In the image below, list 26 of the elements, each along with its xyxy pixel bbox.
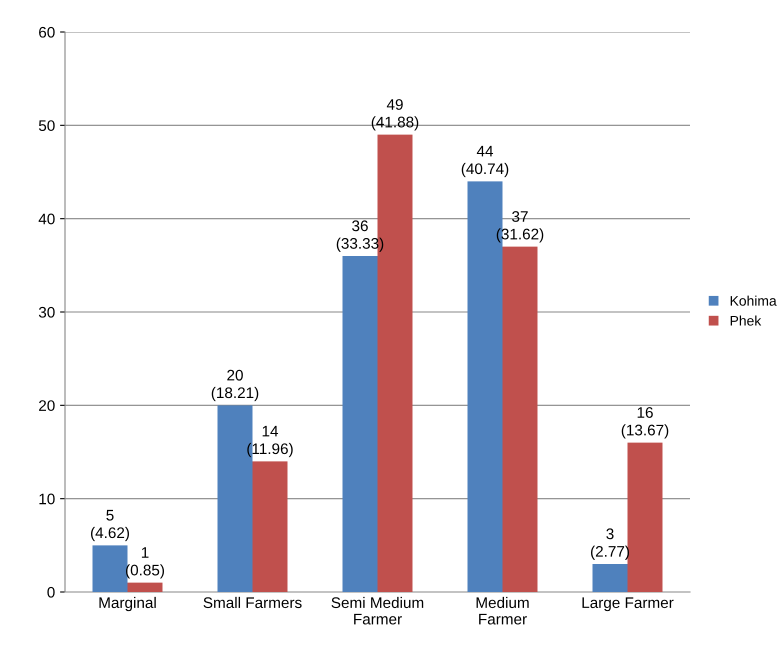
legend-label: Kohima xyxy=(730,296,777,306)
y-tick-label: 30 xyxy=(38,306,55,318)
bar xyxy=(502,246,538,592)
x-tick-label: Large Farmer xyxy=(582,597,674,612)
y-tick-label: 0 xyxy=(47,586,55,598)
bar xyxy=(628,442,662,592)
data-label: 49 (41.88) xyxy=(372,99,418,130)
legend-label: Phek xyxy=(730,315,762,326)
x-tick-label: Medium Farmer xyxy=(476,596,529,625)
bar xyxy=(342,256,378,592)
data-label: 5 (4.62) xyxy=(90,510,130,542)
x-tick-label: Small Farmers xyxy=(204,596,302,608)
bar xyxy=(592,564,628,592)
y-tick-label: 40 xyxy=(38,214,55,224)
data-label: 16 (13.67) xyxy=(622,407,668,438)
y-tick-label: 50 xyxy=(38,120,55,132)
y-tick-label: 20 xyxy=(39,400,55,412)
data-label: 20 (18.21) xyxy=(212,370,258,402)
x-tick-label: Semi Medium Farmer xyxy=(332,596,424,625)
bar xyxy=(92,545,128,592)
x-tick-label: Marginal xyxy=(99,596,156,612)
bar xyxy=(252,461,288,592)
data-label: 44 (40.74) xyxy=(462,146,508,178)
bar xyxy=(128,582,162,592)
y-tick-label: 10 xyxy=(39,494,55,504)
y-tick-label: 60 xyxy=(39,26,55,38)
